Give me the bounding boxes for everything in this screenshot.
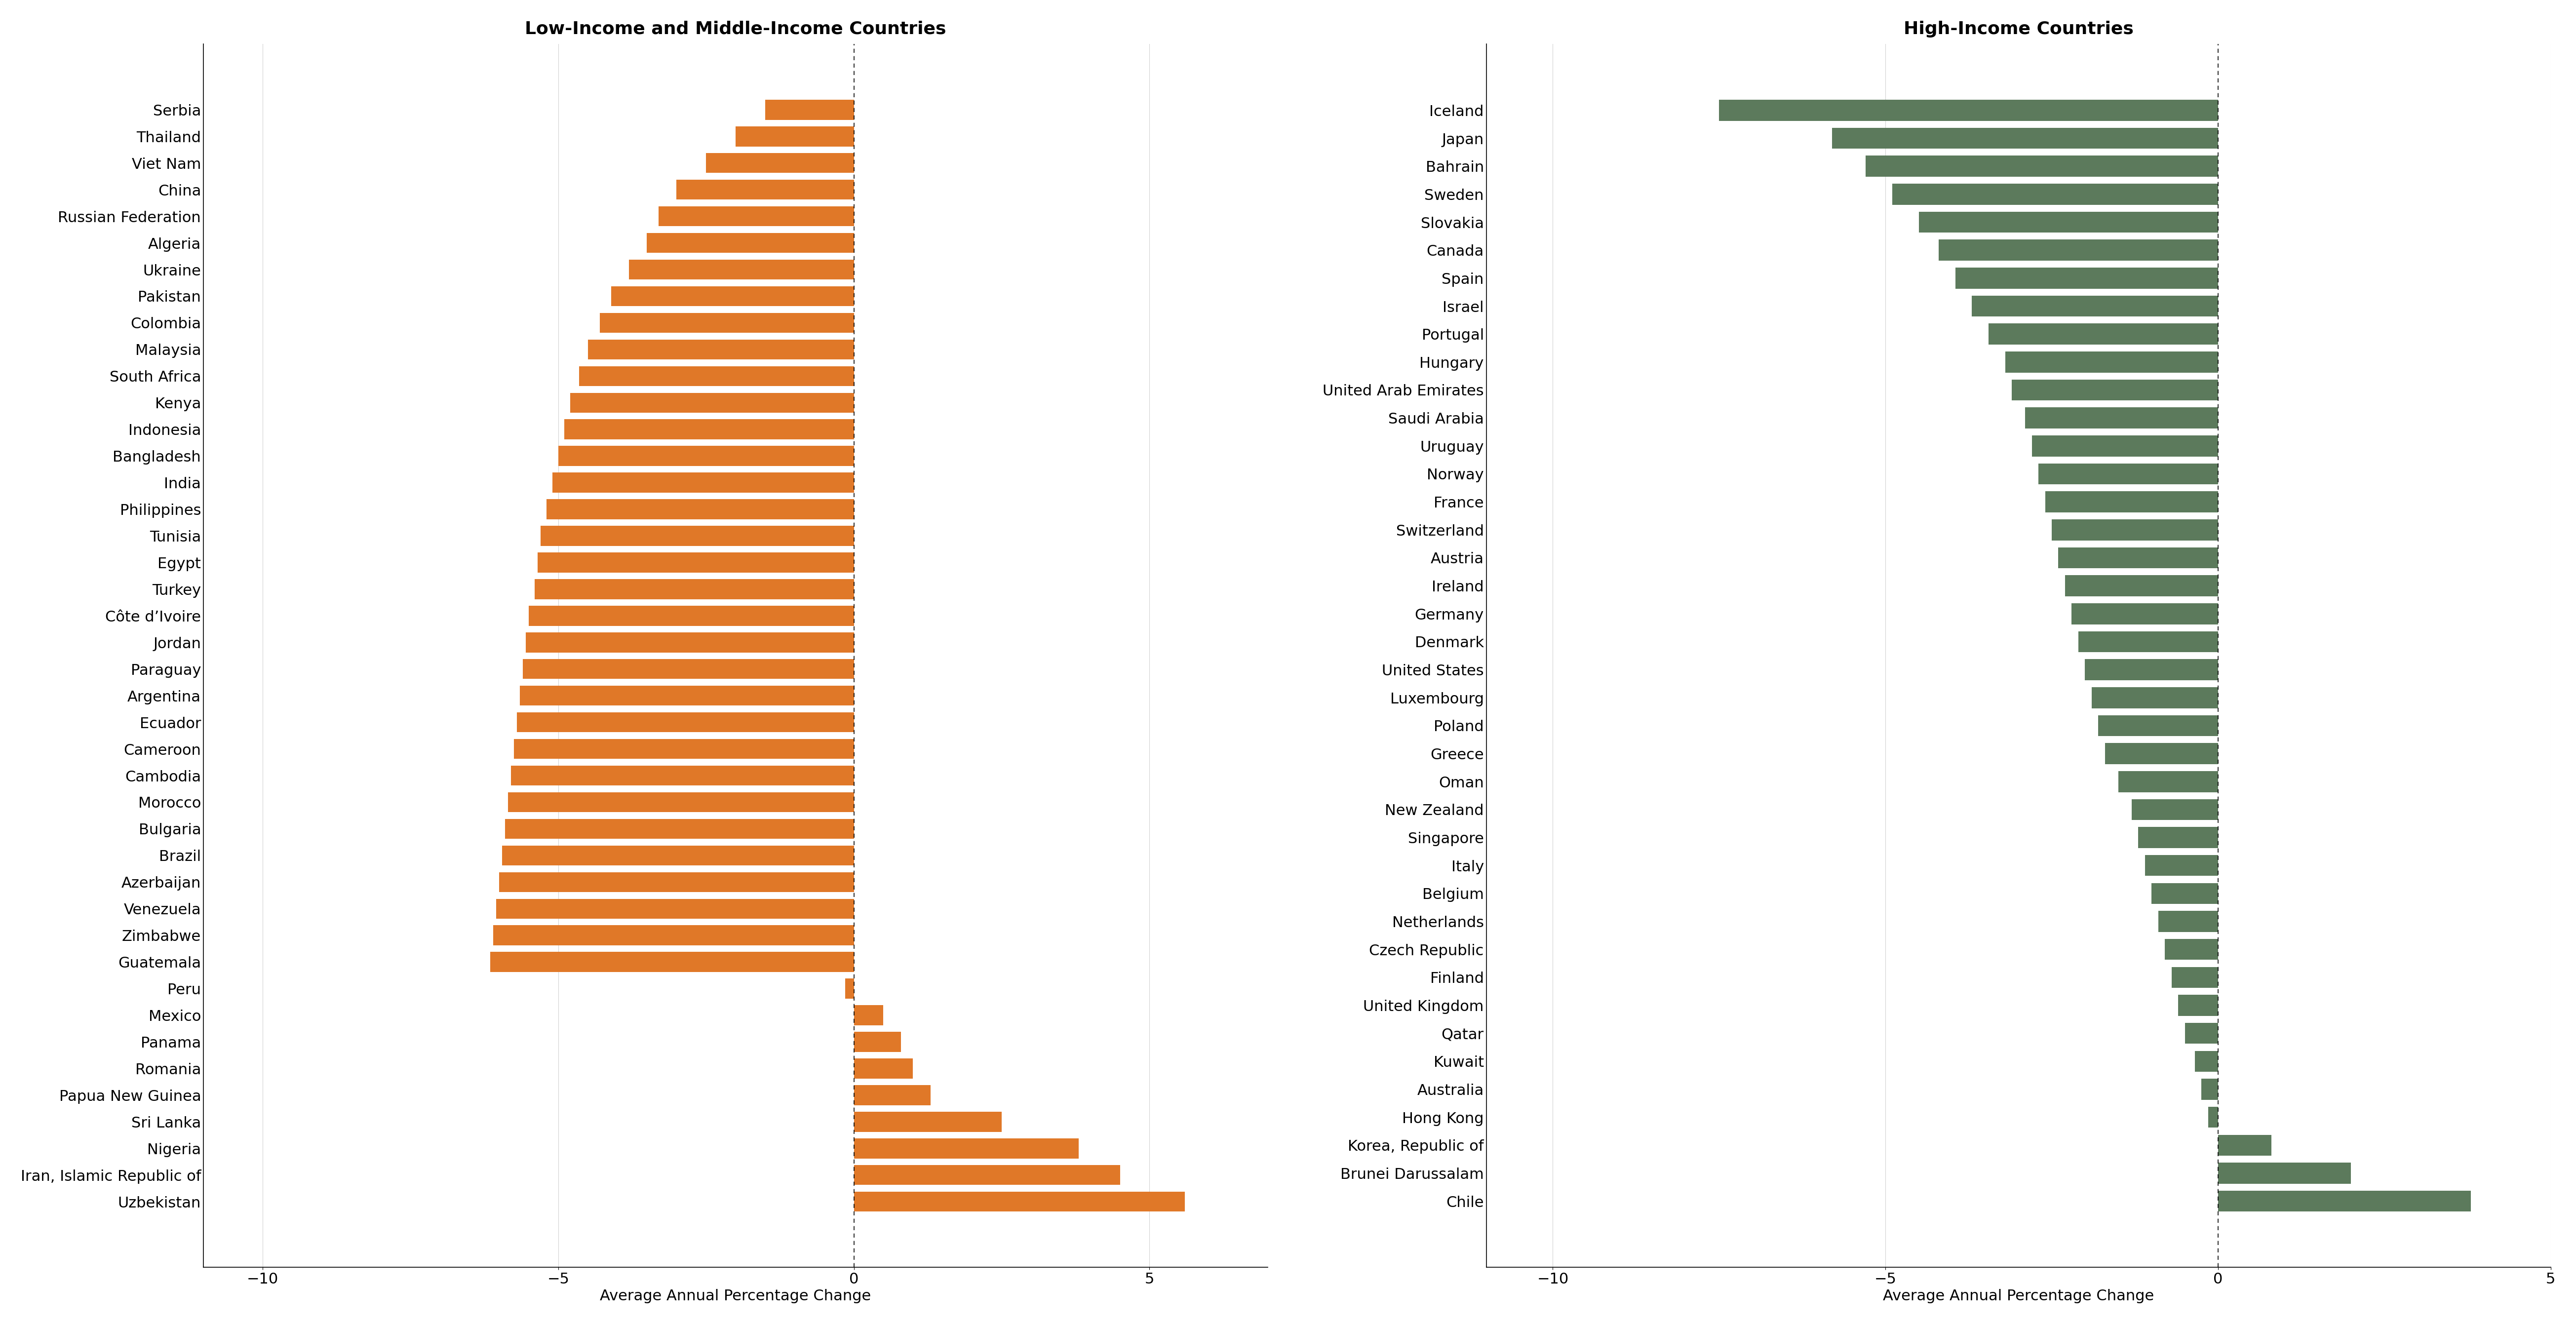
Bar	[505, 818, 853, 839]
Bar	[611, 286, 853, 306]
Bar	[853, 1005, 884, 1025]
X-axis label: Average Annual Percentage Change: Average Annual Percentage Change	[1883, 1290, 2154, 1303]
Bar	[507, 792, 853, 812]
Bar	[853, 1058, 912, 1079]
Bar	[580, 367, 853, 387]
Bar	[2130, 800, 2218, 820]
Bar	[2172, 967, 2218, 988]
Bar	[1940, 240, 2218, 261]
Bar	[2025, 408, 2218, 429]
Bar	[587, 339, 853, 359]
Bar	[1865, 156, 2218, 176]
Bar	[1919, 212, 2218, 233]
Bar	[2071, 604, 2218, 624]
Bar	[853, 1031, 902, 1051]
Bar	[546, 499, 853, 519]
Bar	[500, 873, 853, 892]
Bar	[647, 233, 853, 253]
Bar	[2179, 994, 2218, 1016]
Bar	[502, 846, 853, 866]
Bar	[737, 126, 853, 147]
Bar	[2138, 828, 2218, 849]
Bar	[765, 99, 853, 119]
Bar	[853, 1139, 1079, 1158]
Bar	[492, 925, 853, 945]
Bar	[1718, 99, 2218, 120]
Bar	[2099, 715, 2218, 736]
Bar	[518, 712, 853, 732]
Bar	[629, 260, 853, 279]
Bar	[2032, 436, 2218, 457]
Bar	[528, 606, 853, 626]
Bar	[2218, 1135, 2272, 1156]
Bar	[1989, 323, 2218, 344]
Bar	[2117, 771, 2218, 792]
Bar	[489, 952, 853, 972]
Bar	[520, 686, 853, 706]
Bar	[2038, 463, 2218, 485]
Title: Low-Income and Middle-Income Countries: Low-Income and Middle-Income Countries	[526, 21, 945, 37]
Bar	[677, 180, 853, 200]
Bar	[2105, 743, 2218, 764]
Bar	[1891, 184, 2218, 205]
Bar	[1971, 295, 2218, 316]
Bar	[2084, 659, 2218, 681]
Bar	[1832, 127, 2218, 148]
Bar	[2218, 1162, 2352, 1184]
Bar	[2202, 1079, 2218, 1100]
Bar	[2058, 547, 2218, 568]
Bar	[2050, 519, 2218, 540]
Bar	[2066, 576, 2218, 596]
Bar	[845, 978, 853, 998]
Bar	[2079, 632, 2218, 653]
Bar	[2092, 687, 2218, 708]
Bar	[538, 552, 853, 572]
Bar	[853, 1192, 1185, 1211]
Bar	[2146, 855, 2218, 876]
Bar	[523, 659, 853, 679]
Bar	[2004, 352, 2218, 372]
Bar	[541, 526, 853, 545]
Bar	[551, 473, 853, 493]
Bar	[853, 1112, 1002, 1132]
Bar	[1955, 267, 2218, 289]
Bar	[526, 633, 853, 653]
Bar	[2195, 1051, 2218, 1072]
X-axis label: Average Annual Percentage Change: Average Annual Percentage Change	[600, 1290, 871, 1303]
Bar	[536, 579, 853, 600]
Bar	[2164, 939, 2218, 960]
Bar	[569, 393, 853, 413]
Bar	[2218, 1190, 2470, 1211]
Bar	[600, 312, 853, 332]
Bar	[2159, 911, 2218, 932]
Bar	[510, 765, 853, 785]
Bar	[2184, 1023, 2218, 1043]
Bar	[2151, 883, 2218, 904]
Bar	[659, 207, 853, 226]
Bar	[706, 154, 853, 173]
Bar	[559, 446, 853, 466]
Bar	[853, 1165, 1121, 1185]
Bar	[2208, 1107, 2218, 1128]
Bar	[497, 899, 853, 919]
Title: High-Income Countries: High-Income Countries	[1904, 21, 2133, 37]
Bar	[853, 1086, 930, 1106]
Bar	[2045, 491, 2218, 512]
Bar	[2012, 380, 2218, 400]
Bar	[564, 420, 853, 440]
Bar	[513, 739, 853, 759]
